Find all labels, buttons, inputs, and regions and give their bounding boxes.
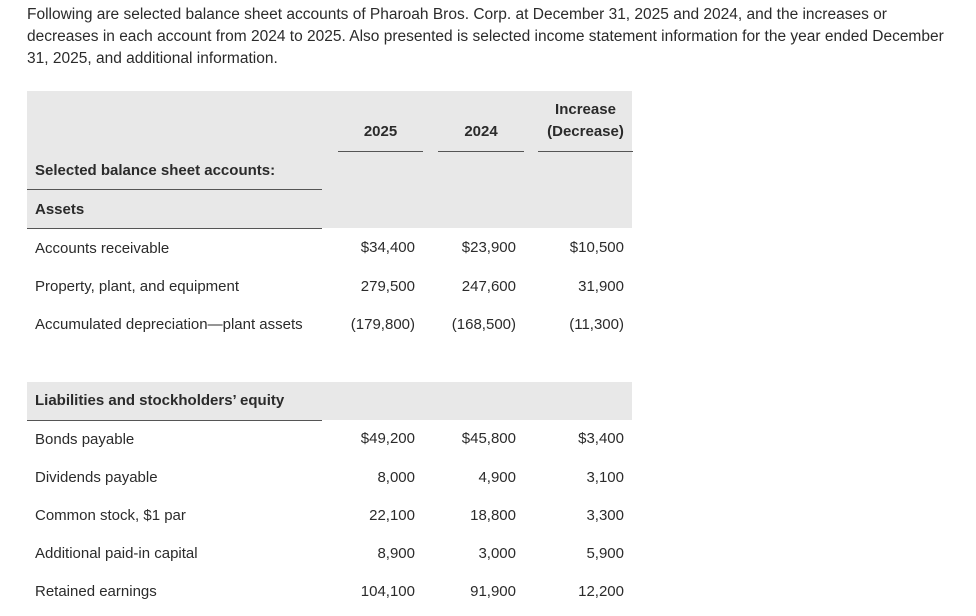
col-header-2025: 2025 xyxy=(363,123,398,140)
col-header-2024: 2024 xyxy=(464,123,498,140)
value-2024: $23,900 xyxy=(461,239,516,256)
value-2025: $34,400 xyxy=(360,239,415,256)
value-2024: 247,600 xyxy=(461,278,516,295)
value-2024: 18,800 xyxy=(470,507,516,524)
value-2024: $45,800 xyxy=(461,430,516,447)
row-label: Retained earnings xyxy=(35,583,157,600)
col-header-underline-2025 xyxy=(338,151,423,152)
row-label: Bonds payable xyxy=(35,431,135,448)
liabilities-band xyxy=(27,382,632,420)
liabilities-heading-underline xyxy=(27,420,322,421)
value-2025: $49,200 xyxy=(360,430,415,447)
value-2024: (168,500) xyxy=(451,316,516,333)
value-change: $3,400 xyxy=(578,430,624,447)
row-label: Additional paid-in capital xyxy=(35,545,198,562)
value-2024: 91,900 xyxy=(470,583,516,600)
intro-paragraph: Following are selected balance sheet acc… xyxy=(27,6,944,67)
assets-heading-underline xyxy=(27,228,322,229)
value-change: 3,100 xyxy=(586,469,624,486)
value-2025: 22,100 xyxy=(369,507,415,524)
value-2025: 8,000 xyxy=(377,469,415,486)
col-header-underline-2024 xyxy=(438,151,524,152)
assets-heading: Assets xyxy=(35,201,85,218)
value-change: 3,300 xyxy=(586,507,624,524)
value-change: 31,900 xyxy=(578,278,624,295)
row-label: Property, plant, and equipment xyxy=(35,278,240,295)
section-title: Selected balance sheet accounts: xyxy=(35,162,276,179)
value-change: (11,300) xyxy=(569,316,624,333)
col-header-underline-change xyxy=(538,151,633,152)
section-title-underline xyxy=(27,189,322,190)
value-change: 12,200 xyxy=(578,583,624,600)
col-header-change-line2: (Decrease) xyxy=(547,123,624,140)
value-2025: 279,500 xyxy=(360,278,415,295)
liabilities-heading: Liabilities and stockholders’ equity xyxy=(35,392,285,409)
value-2024: 3,000 xyxy=(478,545,516,562)
row-label: Accounts receivable xyxy=(35,240,170,257)
value-2025: 8,900 xyxy=(377,545,415,562)
value-2025: (179,800) xyxy=(350,316,415,333)
value-2025: 104,100 xyxy=(360,583,415,600)
col-header-change-line1: Increase xyxy=(555,101,616,118)
value-change: 5,900 xyxy=(586,545,624,562)
row-label: Common stock, $1 par xyxy=(35,507,186,524)
value-2024: 4,900 xyxy=(478,469,516,486)
value-change: $10,500 xyxy=(569,239,624,256)
header-band xyxy=(27,91,632,228)
row-label: Dividends payable xyxy=(35,469,158,486)
row-label: Accumulated depreciation—plant assets xyxy=(35,316,303,333)
